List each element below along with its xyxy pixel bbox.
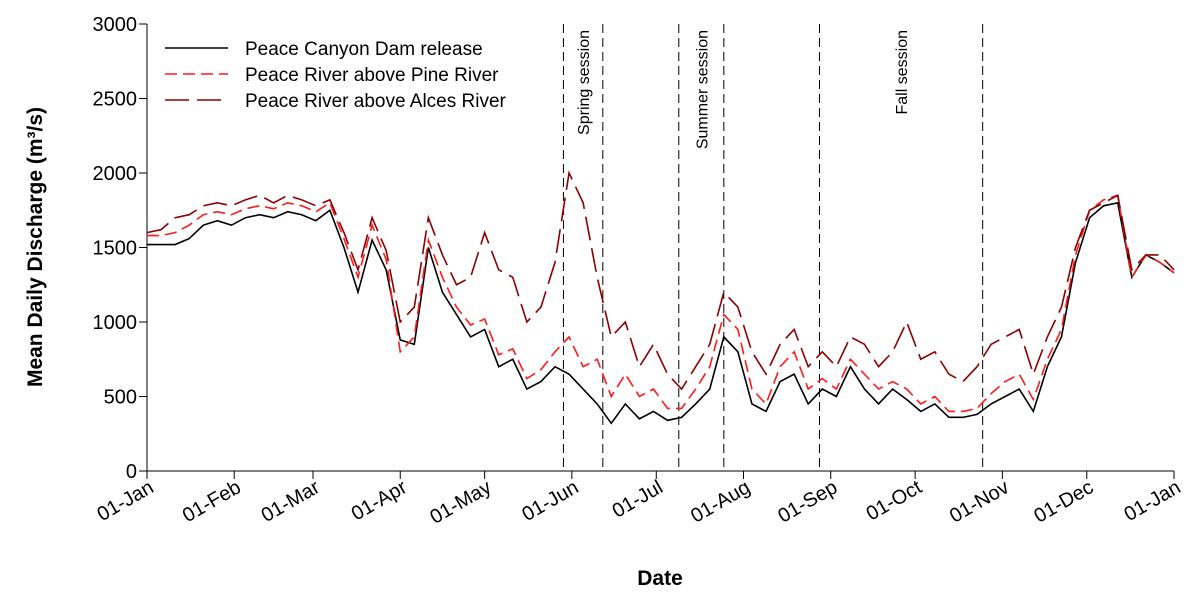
y-tick-label: 2000 — [93, 163, 138, 185]
y-tick-label: 3000 — [93, 14, 138, 36]
legend-label: Peace River above Pine River — [245, 65, 499, 86]
x-tick-label: 01-Apr — [348, 476, 411, 525]
y-tick-label: 0 — [126, 461, 137, 483]
x-tick-label: 01-May — [426, 476, 495, 528]
x-tick-label: 01-Feb — [179, 476, 245, 527]
x-tick-label: 01-Mar — [258, 476, 324, 527]
x-tick-label: 01-Jul — [609, 476, 667, 522]
x-tick-label: 01-Jun — [518, 476, 582, 526]
x-tick-label: 01-Jan — [1121, 476, 1185, 526]
session-label: Fall session — [894, 30, 911, 114]
series-line — [146, 170, 1175, 391]
series-line — [147, 201, 1175, 425]
session-label: Spring session — [576, 30, 593, 135]
legend-label: Peace River above Alces River — [245, 91, 507, 112]
x-tick-label: 01-Nov — [946, 476, 1013, 527]
y-tick-label: 2500 — [93, 89, 138, 111]
x-tick-label: 01-Oct — [863, 476, 926, 525]
legend-label: Peace Canyon Dam release — [245, 39, 483, 60]
x-tick-label: 01-Sep — [774, 476, 841, 527]
x-axis-title: Date — [637, 567, 683, 590]
y-tick-label: 1500 — [93, 238, 138, 260]
y-tick-label: 500 — [104, 387, 137, 409]
x-tick-label: 01-Aug — [687, 476, 754, 527]
x-tick-label: 01-Dec — [1030, 476, 1097, 527]
x-tick-label: 01-Jan — [94, 476, 158, 526]
y-axis-title: Mean Daily Discharge (m³/s) — [24, 107, 47, 387]
y-tick-label: 1000 — [93, 312, 138, 334]
series-line — [147, 194, 1175, 413]
session-label: Summer session — [694, 30, 711, 149]
